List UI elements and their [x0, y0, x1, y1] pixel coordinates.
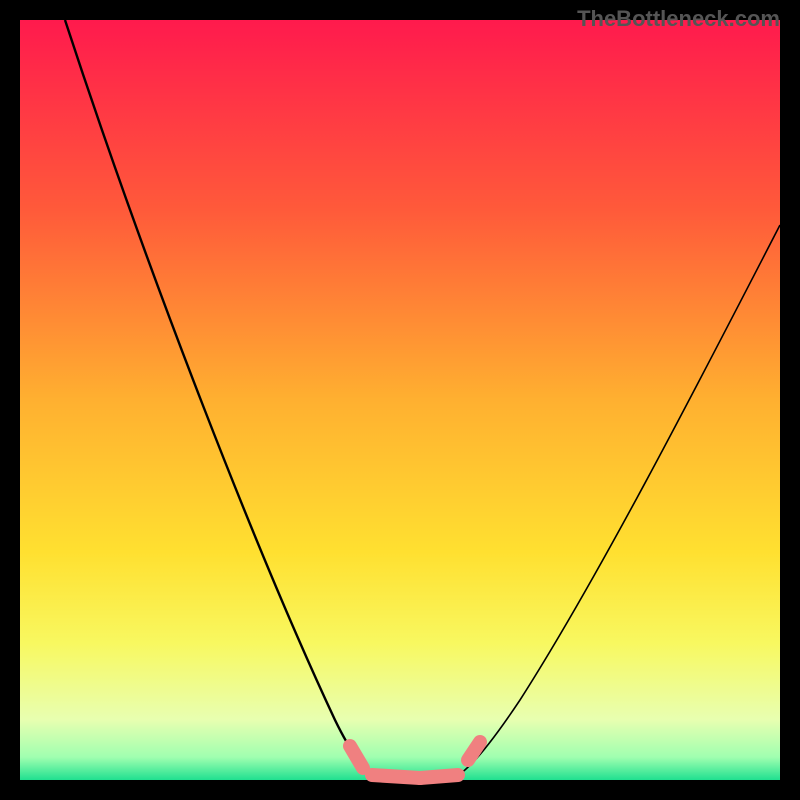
plot-background-gradient [20, 20, 780, 780]
chart-frame: TheBottleneck.com [0, 0, 800, 800]
watermark-text: TheBottleneck.com [577, 6, 780, 32]
